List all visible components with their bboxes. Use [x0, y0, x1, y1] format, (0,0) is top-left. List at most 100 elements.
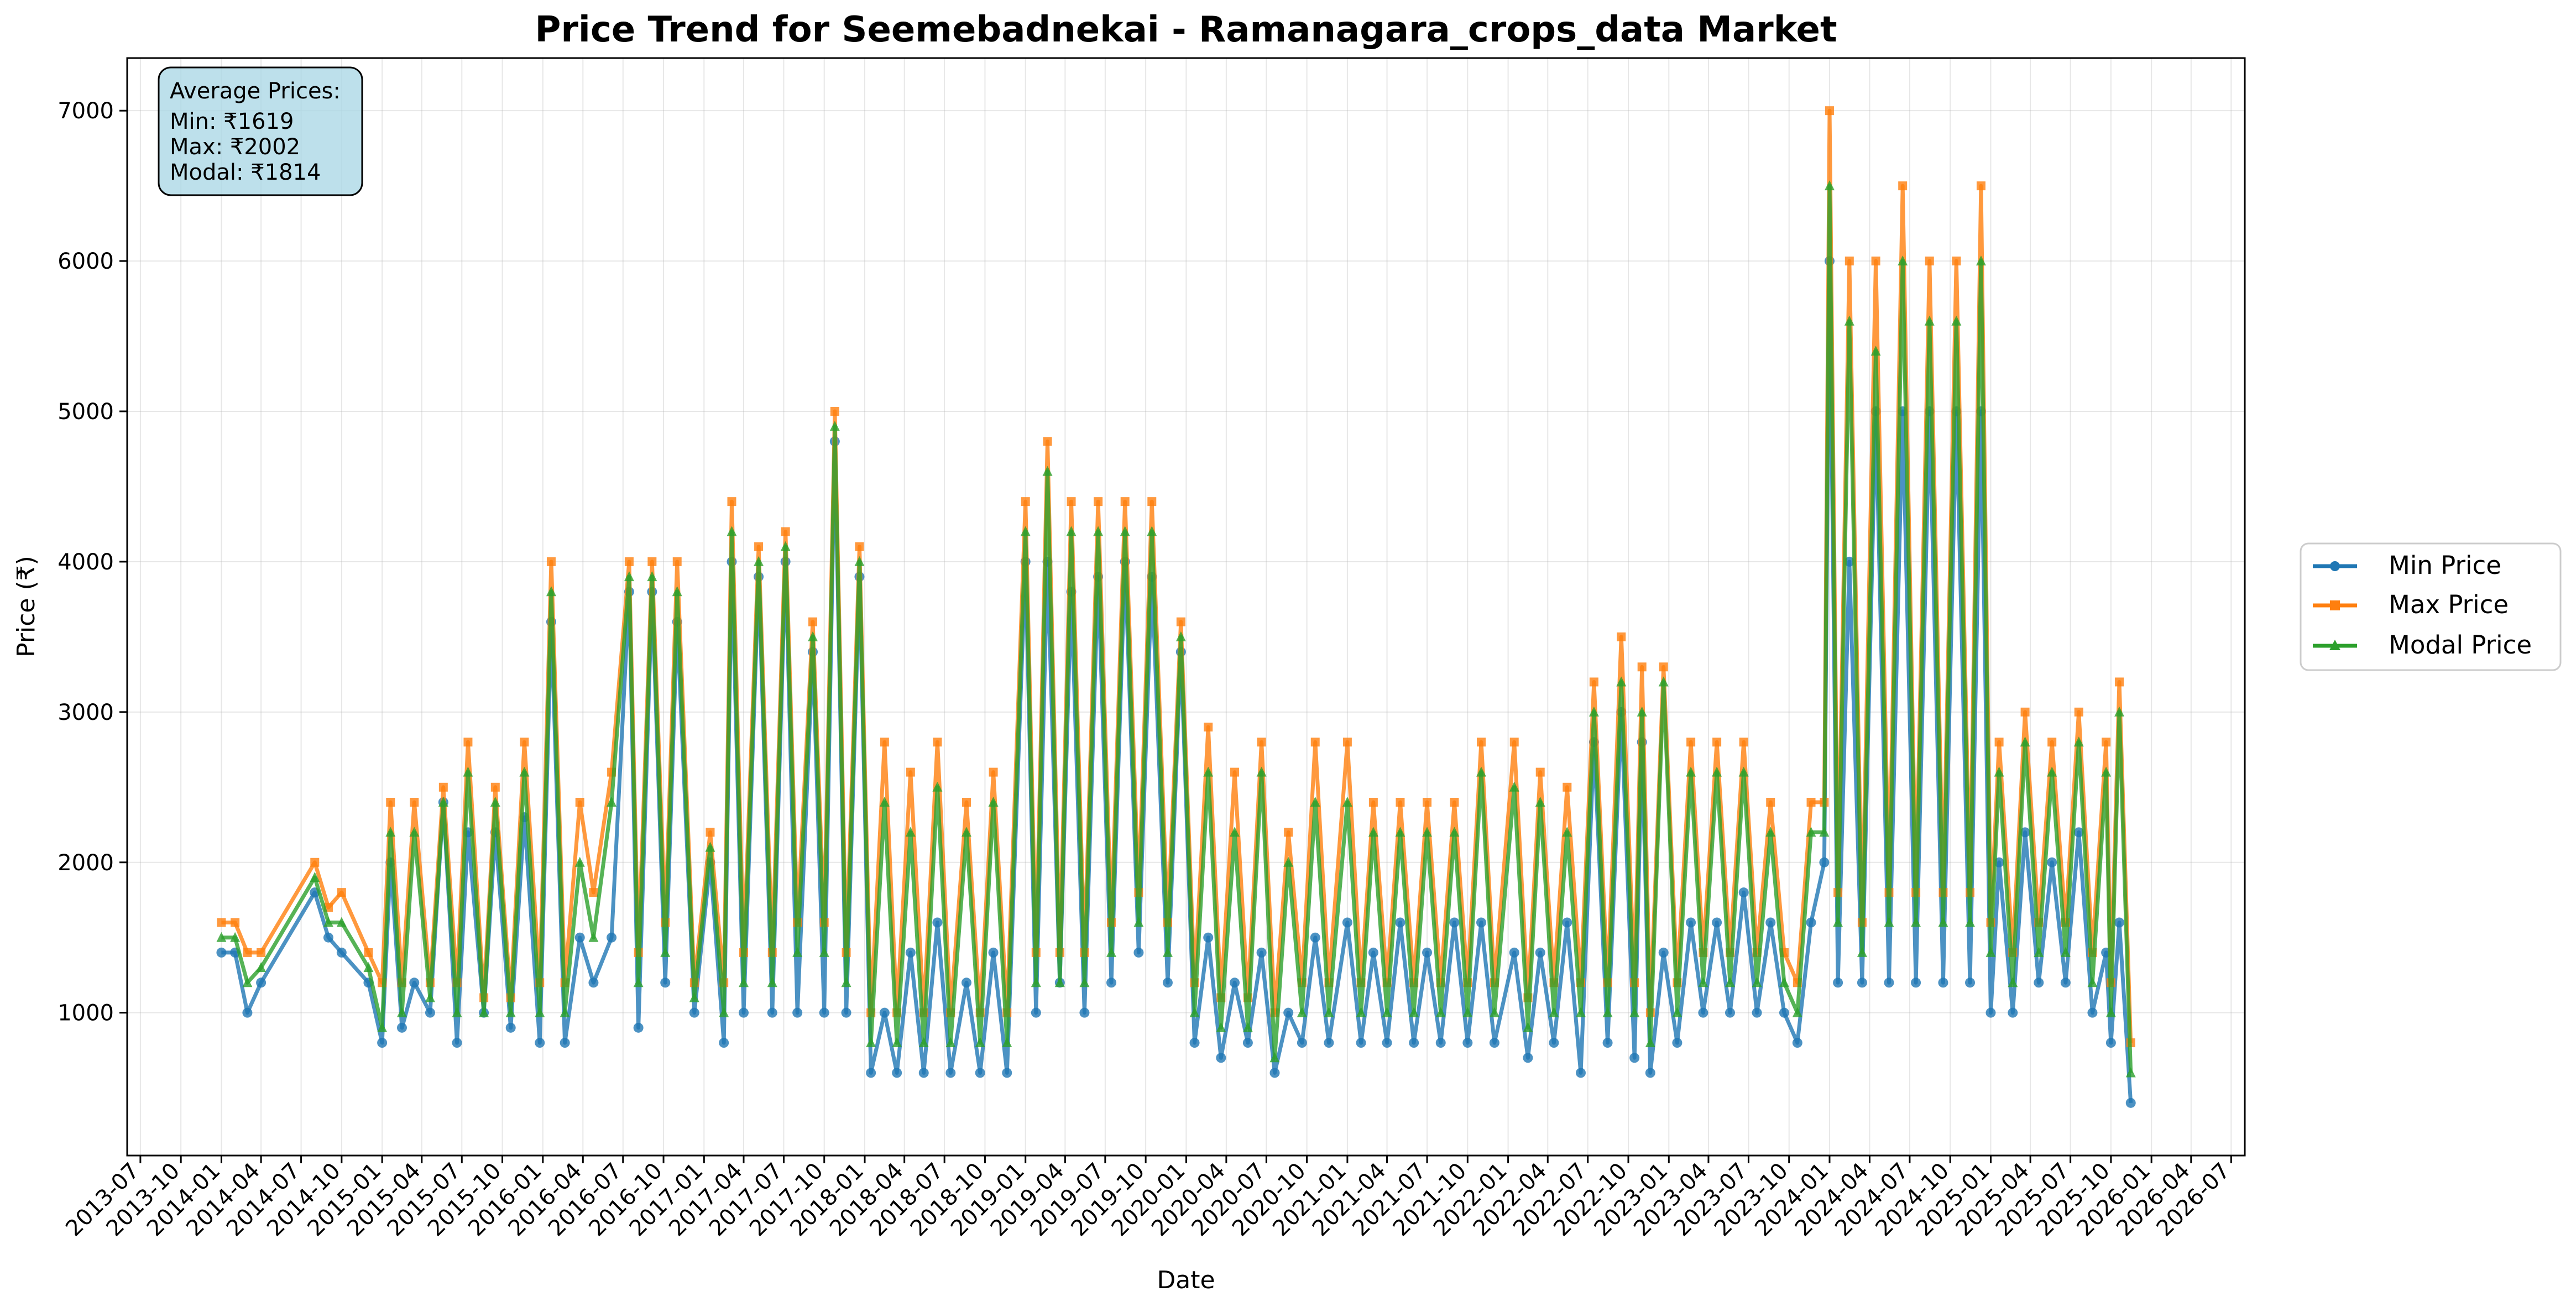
data-point — [1549, 1038, 1559, 1048]
data-point — [1845, 257, 1854, 266]
data-point — [1216, 1022, 1226, 1032]
data-point — [705, 841, 715, 852]
y-tick-label: 6000 — [58, 249, 114, 274]
data-point — [727, 526, 737, 536]
data-point — [2073, 827, 2084, 838]
data-point — [2034, 947, 2044, 957]
data-point — [1911, 978, 1921, 988]
data-point — [808, 631, 818, 641]
data-point — [1368, 827, 1378, 837]
data-point — [892, 1068, 902, 1078]
legend-modal-price-label: Modal Price — [2389, 630, 2532, 660]
y-tick-label: 3000 — [58, 700, 114, 725]
data-point — [1792, 1038, 1802, 1048]
data-point — [546, 557, 556, 566]
data-point — [2125, 1067, 2136, 1078]
data-point — [1637, 706, 1647, 717]
data-point — [1952, 257, 1961, 266]
data-point — [1230, 978, 1240, 988]
data-point — [2020, 736, 2030, 747]
data-point — [1994, 738, 2004, 747]
data-point — [945, 1068, 956, 1078]
data-point — [425, 992, 435, 1002]
data-point — [1898, 181, 1908, 191]
data-point — [1382, 1038, 1392, 1048]
data-point — [2074, 707, 2083, 717]
data-point — [975, 1068, 985, 1078]
y-axis-label: Price (₹) — [12, 556, 40, 657]
data-point — [363, 962, 374, 973]
data-point — [2102, 738, 2111, 747]
data-point — [819, 1007, 829, 1018]
average-modal-price: Modal: ₹1814 — [170, 160, 321, 185]
data-point — [256, 962, 267, 973]
data-point — [1133, 917, 1144, 927]
data-point — [1725, 1007, 1735, 1018]
data-point — [216, 932, 227, 942]
data-point — [1629, 1053, 1640, 1063]
data-point — [1725, 977, 1735, 987]
data-point — [780, 541, 791, 551]
data-point — [1833, 917, 1843, 927]
data-point — [1535, 767, 1545, 777]
data-point — [1617, 632, 1626, 641]
data-point — [519, 766, 530, 777]
data-point — [1230, 827, 1240, 837]
data-point — [2125, 1097, 2136, 1108]
data-point — [323, 932, 333, 943]
data-point — [1712, 917, 1722, 928]
data-point — [1310, 932, 1320, 943]
data-point — [689, 1007, 699, 1018]
data-point — [1476, 917, 1487, 928]
y-tick-label: 4000 — [58, 550, 114, 575]
data-point — [905, 947, 916, 958]
data-point — [633, 977, 644, 987]
data-point — [988, 947, 999, 958]
data-point — [1066, 526, 1077, 536]
data-point — [589, 888, 598, 897]
legend-max-price-marker — [2330, 600, 2340, 610]
data-point — [1523, 1022, 1533, 1032]
data-point — [1870, 346, 1881, 356]
data-point — [1824, 180, 1835, 191]
data-point — [1297, 1007, 1307, 1017]
data-point — [256, 978, 267, 988]
data-point — [1021, 497, 1030, 506]
data-point — [1509, 947, 1519, 958]
data-point — [409, 827, 420, 837]
data-point — [1965, 917, 1976, 927]
data-point — [1712, 738, 1722, 747]
data-point — [672, 557, 682, 566]
data-point — [738, 1007, 749, 1018]
data-point — [396, 1007, 407, 1017]
data-point — [1283, 1007, 1294, 1018]
data-point — [1002, 1037, 1012, 1048]
data-point — [364, 948, 373, 957]
data-point — [962, 797, 971, 807]
average-prices-box-background — [158, 66, 363, 196]
data-point — [1509, 738, 1519, 747]
data-point — [1324, 1038, 1334, 1048]
data-point — [1356, 1038, 1366, 1048]
data-point — [2105, 1038, 2116, 1048]
data-point — [2047, 766, 2057, 777]
data-point — [918, 1068, 929, 1078]
legend-max-price-label: Max Price — [2389, 590, 2509, 619]
data-point — [1002, 1068, 1012, 1078]
data-point — [2047, 738, 2057, 747]
data-point — [754, 542, 764, 551]
data-point — [880, 738, 889, 747]
data-point — [1297, 1038, 1307, 1048]
data-point — [2073, 736, 2084, 747]
data-point — [1712, 766, 1722, 777]
legend: Min Price Max Price Modal Price — [2300, 542, 2562, 671]
data-point — [1175, 631, 1186, 641]
data-point — [1147, 526, 1157, 536]
data-point — [588, 978, 599, 988]
data-point — [1938, 978, 1948, 988]
data-point — [2087, 1007, 2098, 1018]
data-point — [1342, 796, 1352, 807]
legend-min-price-marker — [2330, 561, 2340, 571]
data-point — [1042, 466, 1053, 476]
